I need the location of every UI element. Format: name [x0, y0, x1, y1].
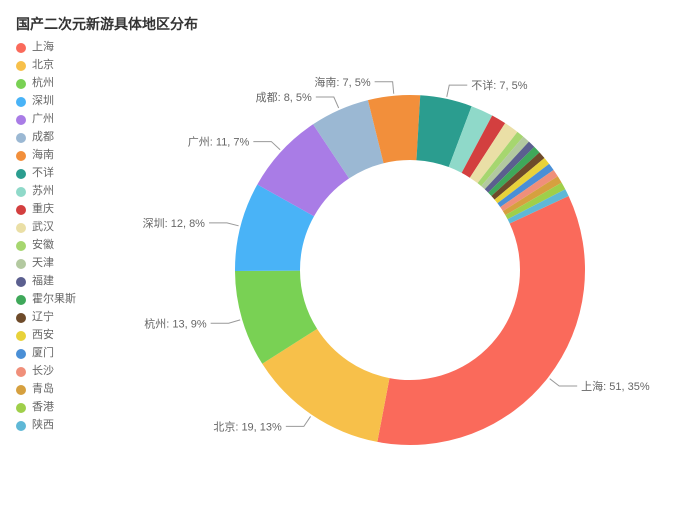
legend-label: 深圳: [32, 96, 54, 107]
legend-label: 不详: [32, 168, 54, 179]
legend-item: 成都: [16, 132, 76, 143]
legend-item: 青岛: [16, 384, 76, 395]
legend-swatch: [16, 97, 26, 107]
legend-item: 深圳: [16, 96, 76, 107]
legend-label: 海南: [32, 150, 54, 161]
legend-label: 陕西: [32, 420, 54, 431]
legend-label: 广州: [32, 114, 54, 125]
legend-item: 福建: [16, 276, 76, 287]
leader-line: [253, 142, 280, 150]
legend-item: 长沙: [16, 366, 76, 377]
legend-label: 香港: [32, 402, 54, 413]
legend-label: 辽宁: [32, 312, 54, 323]
legend-label: 西安: [32, 330, 54, 341]
leader-line: [286, 416, 311, 426]
legend-label: 苏州: [32, 186, 54, 197]
legend-swatch: [16, 367, 26, 377]
legend-swatch: [16, 133, 26, 143]
slice-label: 不详: 7, 5%: [471, 78, 527, 92]
legend-item: 安徽: [16, 240, 76, 251]
legend: 上海北京杭州深圳广州成都海南不详苏州重庆武汉安徽天津福建霍尔果斯辽宁西安厦门长沙…: [16, 42, 76, 438]
donut-chart: 上海: 51, 35% 北京: 19, 13% 杭州: 13, 9% 深圳: 12, …: [130, 35, 690, 525]
legend-swatch: [16, 259, 26, 269]
slice-上海: [377, 196, 585, 445]
legend-item: 上海: [16, 42, 76, 53]
legend-item: 苏州: [16, 186, 76, 197]
legend-swatch: [16, 295, 26, 305]
legend-label: 重庆: [32, 204, 54, 215]
legend-item: 厦门: [16, 348, 76, 359]
legend-label: 霍尔果斯: [32, 294, 76, 305]
legend-swatch: [16, 187, 26, 197]
legend-swatch: [16, 169, 26, 179]
legend-swatch: [16, 61, 26, 71]
legend-item: 陕西: [16, 420, 76, 431]
legend-swatch: [16, 313, 26, 323]
legend-label: 青岛: [32, 384, 54, 395]
legend-swatch: [16, 79, 26, 89]
legend-label: 安徽: [32, 240, 54, 251]
chart-title: 国产二次元新游具体地区分布: [16, 14, 198, 34]
legend-item: 香港: [16, 402, 76, 413]
slice-label: 北京: 19, 13%: [213, 419, 282, 433]
legend-swatch: [16, 403, 26, 413]
legend-item: 霍尔果斯: [16, 294, 76, 305]
legend-label: 上海: [32, 42, 54, 53]
legend-label: 天津: [32, 258, 54, 269]
legend-label: 长沙: [32, 366, 54, 377]
slice-label: 上海: 51, 35%: [581, 379, 650, 393]
legend-label: 北京: [32, 60, 54, 71]
leader-line: [209, 223, 239, 226]
legend-item: 辽宁: [16, 312, 76, 323]
legend-item: 西安: [16, 330, 76, 341]
legend-item: 天津: [16, 258, 76, 269]
legend-swatch: [16, 205, 26, 215]
leader-line: [550, 379, 577, 386]
legend-label: 杭州: [32, 78, 54, 89]
slice-label: 成都: 8, 5%: [256, 91, 312, 104]
legend-item: 武汉: [16, 222, 76, 233]
legend-item: 广州: [16, 114, 76, 125]
legend-swatch: [16, 385, 26, 395]
legend-label: 厦门: [32, 348, 54, 359]
legend-item: 海南: [16, 150, 76, 161]
legend-label: 成都: [32, 132, 54, 143]
legend-swatch: [16, 151, 26, 161]
legend-swatch: [16, 349, 26, 359]
legend-item: 重庆: [16, 204, 76, 215]
legend-swatch: [16, 421, 26, 431]
legend-swatch: [16, 331, 26, 341]
slice-label: 广州: 11, 7%: [188, 136, 250, 149]
legend-item: 杭州: [16, 78, 76, 89]
slice-label: 深圳: 12, 8%: [143, 217, 206, 230]
legend-swatch: [16, 241, 26, 251]
leader-line: [375, 82, 394, 94]
legend-swatch: [16, 223, 26, 233]
legend-item: 北京: [16, 60, 76, 71]
slice-label: 杭州: 13, 9%: [144, 316, 207, 330]
legend-item: 不详: [16, 168, 76, 179]
legend-swatch: [16, 115, 26, 125]
leader-line: [211, 320, 241, 323]
leader-line: [447, 85, 467, 97]
legend-swatch: [16, 277, 26, 287]
leader-line: [316, 97, 339, 108]
legend-swatch: [16, 43, 26, 53]
legend-label: 武汉: [32, 222, 54, 233]
slice-label: 海南: 7, 5%: [314, 75, 370, 89]
legend-label: 福建: [32, 276, 54, 287]
